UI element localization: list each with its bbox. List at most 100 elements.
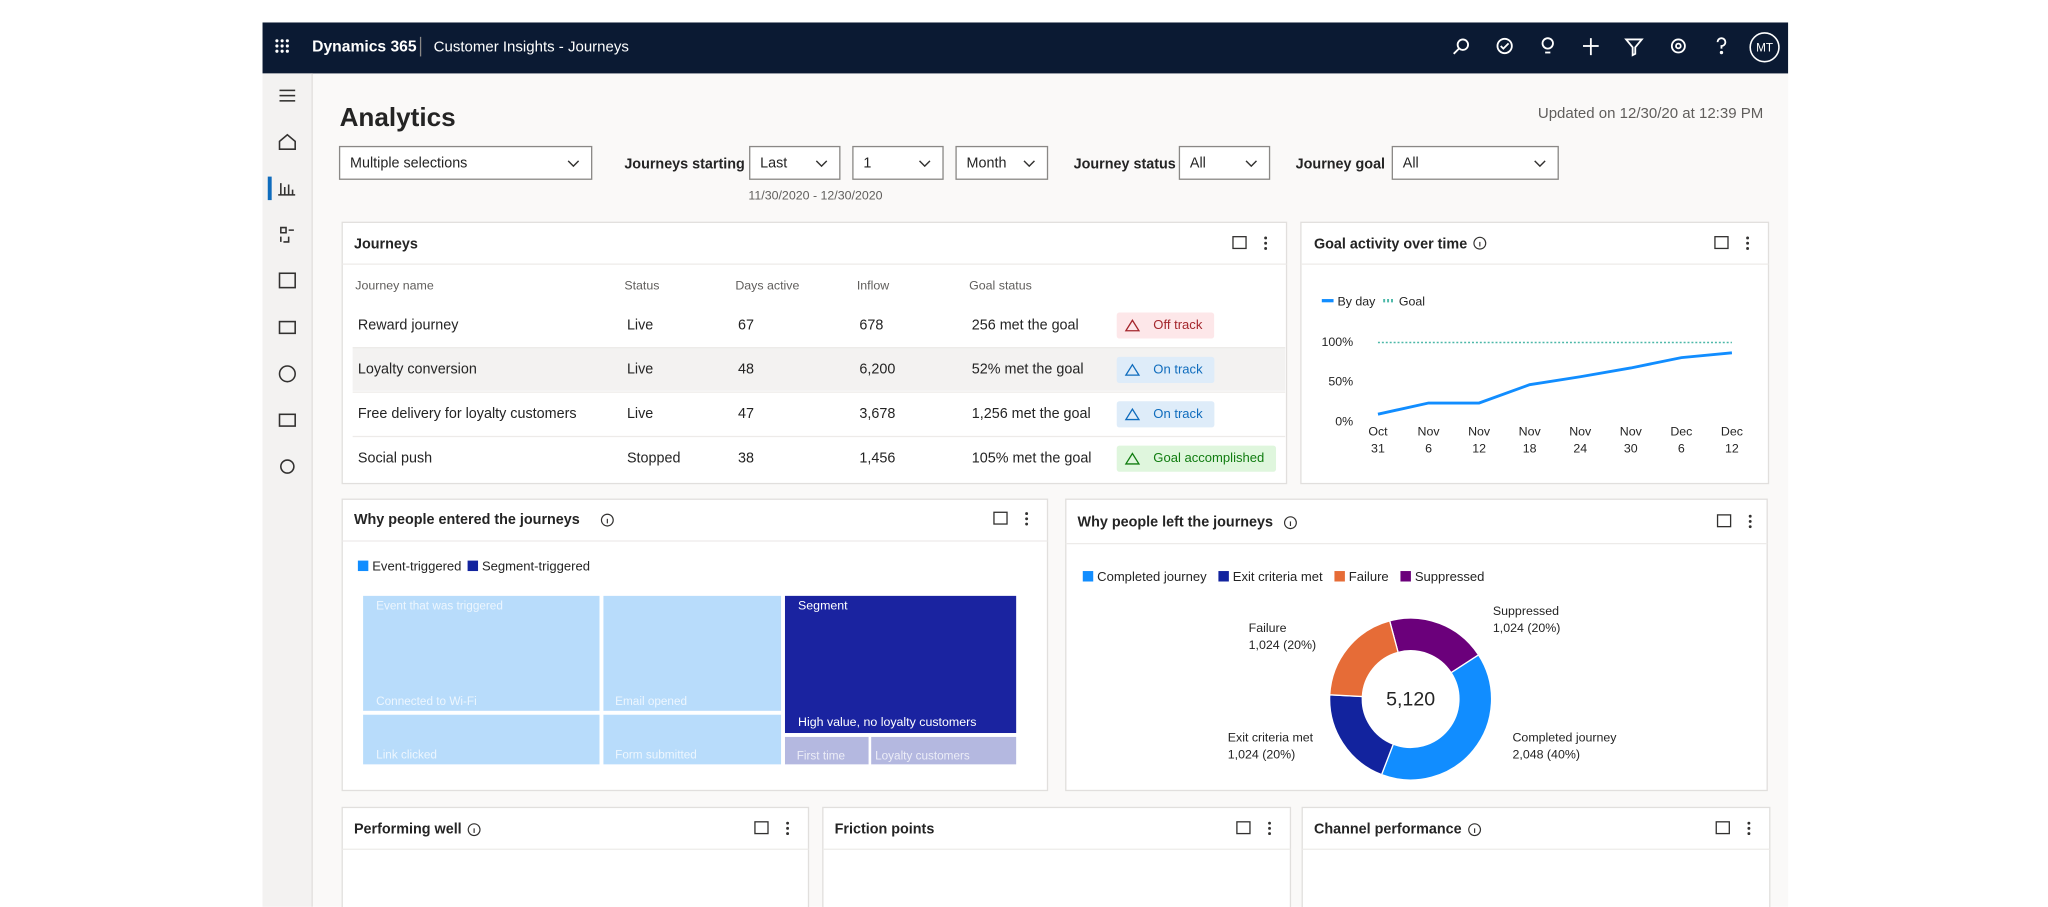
legend-label: Event-triggered [372,559,461,574]
dropdown-value[interactable]: All [1403,155,1419,171]
badge-icon [1124,452,1141,465]
treemap-label: Connected to Wi-Fi [376,695,477,708]
cell: 105% met the goal [972,451,1092,467]
more-dot[interactable] [786,826,790,830]
avatar-initials[interactable]: MT [1756,42,1773,55]
more-dot[interactable] [1268,832,1271,836]
avatar[interactable] [1749,32,1780,63]
more-dot[interactable] [1747,821,1751,825]
cell[interactable]: Loyalty conversion [358,362,477,378]
app-name[interactable]: Customer Insights - Journeys [434,38,629,55]
more-dot[interactable] [1264,236,1268,240]
expand-icon[interactable] [1236,821,1251,835]
top-bar [262,22,1789,74]
more-dot[interactable] [1268,821,1271,825]
info-icon[interactable] [600,513,614,527]
idea-icon[interactable] [1541,37,1554,54]
legend-swatch [1082,571,1094,582]
legend-label: Failure [1349,569,1389,584]
badge-icon [1124,319,1141,332]
chevron [1023,160,1035,168]
more-dot[interactable] [1747,832,1751,836]
dropdown-value[interactable]: Month [967,155,1007,171]
more-dot[interactable] [1746,241,1750,245]
more-dot[interactable] [1264,241,1268,245]
expand-icon[interactable] [1715,821,1730,835]
treemap-label: Loyalty customers [875,750,970,763]
badge-text: On track [1153,406,1203,421]
dropdown-value[interactable]: 1 [863,155,871,171]
expand-icon[interactable] [754,821,769,835]
dropdown-value[interactable]: Last [760,155,787,171]
filter-icon[interactable] [1624,38,1644,57]
cell[interactable]: Free delivery for loyalty customers [358,406,577,422]
expand-icon[interactable] [1232,236,1247,250]
more-dot[interactable] [786,821,790,825]
info-icon[interactable] [467,823,481,837]
expand-icon[interactable] [993,511,1008,525]
cell: 38 [738,451,754,467]
dropdown-value[interactable]: Multiple selections [350,155,467,171]
info-icon[interactable] [1473,236,1487,250]
dropdown[interactable] [1391,145,1559,180]
info-icon[interactable] [1468,823,1482,837]
more-dot[interactable] [1025,512,1029,516]
reports-icon[interactable] [278,272,296,289]
status-badge [1116,356,1215,383]
journey-icon[interactable] [280,226,294,243]
analytics-icon[interactable] [278,183,296,196]
settings-icon[interactable] [1670,38,1686,54]
cell: Live [627,317,653,333]
more-dot[interactable] [1746,247,1750,250]
legend-label: Goal [1399,294,1425,308]
info-icon[interactable] [1283,516,1297,530]
task-icon[interactable] [1496,37,1513,55]
more-dot[interactable] [1025,522,1029,526]
search-icon[interactable] [1453,38,1469,55]
more-dot[interactable] [786,832,790,836]
segments-icon[interactable] [278,365,296,383]
treemap-cell [784,736,869,765]
more-dot[interactable] [1268,826,1271,830]
status-badge [1116,401,1215,428]
new-icon[interactable] [1583,38,1599,56]
dropdown-value[interactable]: All [1190,155,1206,171]
messages-icon[interactable] [278,320,296,335]
legend-label: Suppressed [1415,569,1485,584]
badge-icon [1124,407,1141,421]
legend-label: By day [1337,294,1376,308]
sidebar-settings-icon[interactable] [280,459,295,474]
menu-icon[interactable] [279,89,296,102]
donut-segment [1329,620,1399,698]
more-dot[interactable] [1748,519,1752,523]
more-dot[interactable] [1025,517,1029,521]
y-tick-label: 100% [1321,335,1353,349]
assets-icon[interactable] [278,413,296,427]
dropdown[interactable] [338,145,593,180]
brand[interactable]: Dynamics 365 [312,38,417,55]
more-dot[interactable] [1748,525,1752,529]
legend-swatch [1334,571,1345,582]
expand-icon[interactable] [1714,236,1729,250]
donut-label: Suppressed [1493,604,1559,618]
y-tick-label: 50% [1328,375,1353,389]
waffle-icon[interactable] [275,39,289,53]
cell[interactable]: Social push [358,451,432,467]
x-tick-label: Oct 31 [1368,425,1388,456]
bottom-card [1301,806,1771,907]
more-dot[interactable] [1748,514,1752,518]
home-icon[interactable] [278,133,296,150]
more-dot[interactable] [1746,236,1750,240]
column-header: Inflow [857,279,889,293]
help-icon[interactable] [1716,37,1727,55]
bottom-card [341,806,810,907]
badge-text: Goal accomplished [1153,450,1264,465]
expand-icon[interactable] [1716,514,1732,528]
badge-icon [1124,363,1141,376]
cell: 256 met the goal [972,317,1079,333]
more-dot[interactable] [1747,826,1751,830]
goal-card [1300,221,1770,485]
more-dot[interactable] [1264,247,1268,250]
cell[interactable]: Reward journey [358,317,459,333]
